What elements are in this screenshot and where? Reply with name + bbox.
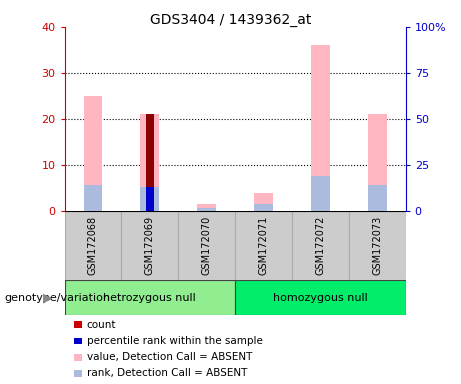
Bar	[146, 187, 154, 211]
Text: homozygous null: homozygous null	[273, 293, 368, 303]
Bar	[235, 211, 292, 280]
Bar	[178, 211, 235, 280]
Bar	[83, 185, 102, 211]
Text: hetrozygous null: hetrozygous null	[103, 293, 196, 303]
Text: GSM172071: GSM172071	[259, 216, 269, 275]
Text: rank, Detection Call = ABSENT: rank, Detection Call = ABSENT	[87, 368, 247, 378]
Text: ▶: ▶	[43, 291, 53, 304]
Bar	[292, 211, 349, 280]
Text: value, Detection Call = ABSENT: value, Detection Call = ABSENT	[87, 352, 252, 362]
Bar	[121, 211, 178, 280]
Text: GSM172072: GSM172072	[315, 216, 325, 275]
Bar	[311, 176, 330, 211]
Bar	[254, 193, 273, 211]
Text: percentile rank within the sample: percentile rank within the sample	[87, 336, 263, 346]
Text: genotype/variation: genotype/variation	[5, 293, 111, 303]
Bar	[311, 45, 330, 211]
Bar	[146, 114, 154, 211]
Bar	[368, 114, 387, 211]
Bar	[349, 211, 406, 280]
Text: GSM172068: GSM172068	[88, 216, 98, 275]
Bar	[197, 207, 216, 211]
Text: count: count	[87, 320, 116, 330]
Bar	[197, 204, 216, 211]
Bar	[141, 114, 159, 211]
Bar	[254, 204, 273, 211]
Text: GSM172069: GSM172069	[145, 216, 155, 275]
Bar	[83, 96, 102, 211]
Text: GDS3404 / 1439362_at: GDS3404 / 1439362_at	[150, 13, 311, 27]
Bar	[235, 280, 406, 315]
Bar	[368, 185, 387, 211]
Bar	[141, 187, 159, 211]
Text: GSM172070: GSM172070	[201, 216, 212, 275]
Bar	[65, 211, 121, 280]
Text: GSM172073: GSM172073	[372, 216, 382, 275]
Bar	[65, 280, 235, 315]
